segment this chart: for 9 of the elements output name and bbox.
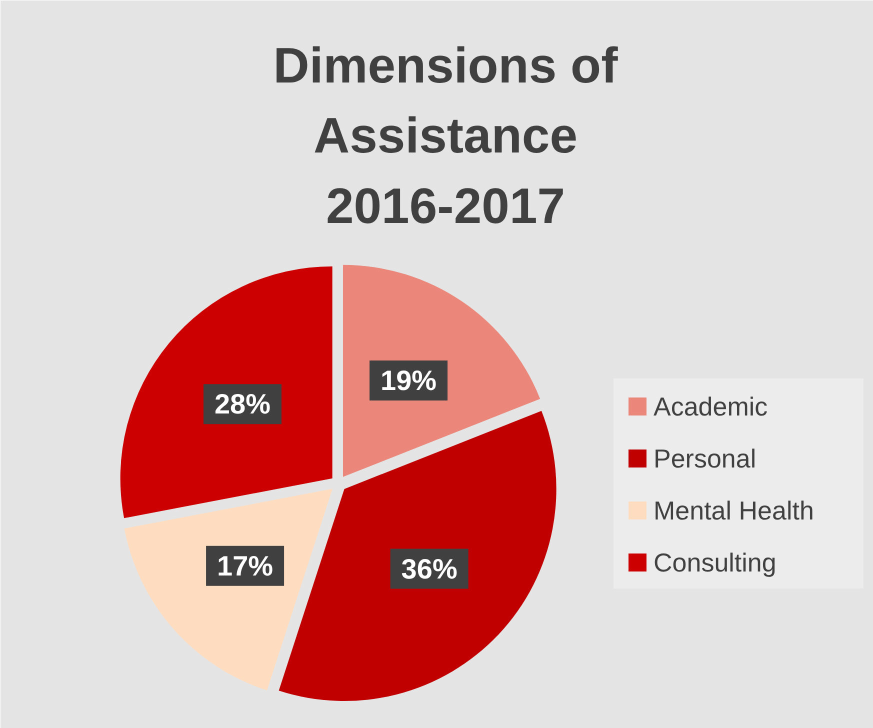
data-label: 28% <box>214 388 271 420</box>
chart-title: Dimensions of Assistance 2016-2017 <box>273 38 618 234</box>
legend-label: Personal <box>654 444 756 474</box>
legend-label: Mental Health <box>654 496 814 526</box>
legend-label: Academic <box>654 392 768 422</box>
legend-label: Consulting <box>654 548 776 578</box>
data-label: 19% <box>380 364 437 396</box>
data-label: 17% <box>217 550 274 582</box>
data-label: 36% <box>401 553 458 584</box>
